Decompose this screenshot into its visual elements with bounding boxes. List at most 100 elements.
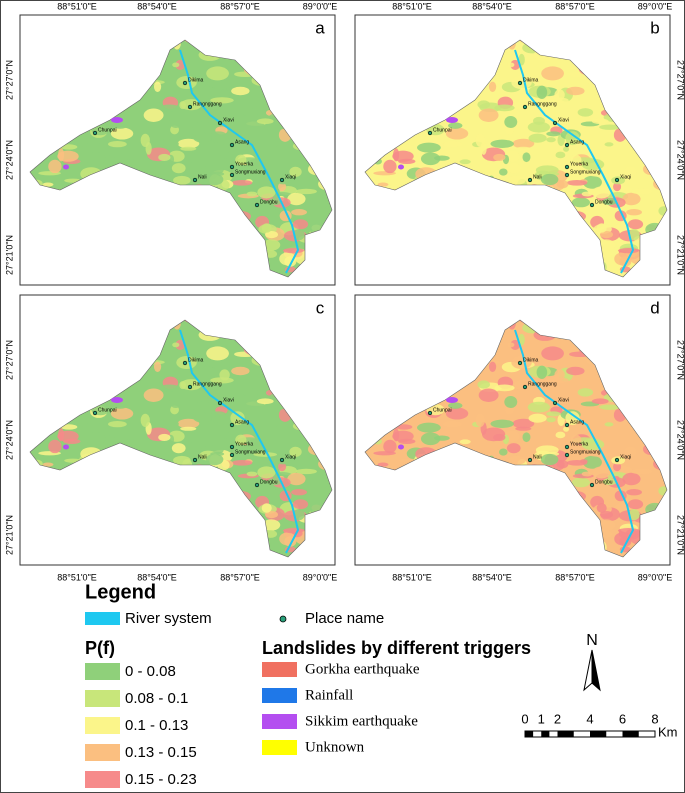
map-cell	[283, 247, 304, 254]
map-cell	[113, 122, 128, 129]
pf-swatch	[85, 744, 120, 761]
map-cell	[536, 85, 548, 99]
place-name: Rangnggang	[528, 381, 557, 387]
map-cell	[630, 188, 652, 195]
map-cell	[600, 510, 613, 519]
landslide	[63, 444, 69, 450]
map-cell	[265, 510, 278, 519]
panel-label: a	[315, 18, 325, 37]
place-name: Youerka	[235, 441, 253, 447]
map-cell	[153, 361, 162, 372]
map-cell	[143, 108, 164, 122]
map-cell	[159, 384, 180, 392]
place-marker	[254, 202, 260, 208]
place-name: Chunpai	[433, 127, 452, 133]
map-cell	[236, 477, 255, 488]
map-cell	[159, 104, 180, 112]
map-cell	[395, 424, 413, 430]
lat-label: 27°27'0"N	[676, 340, 685, 380]
place-name: Rangnggang	[528, 101, 557, 107]
map-cell	[164, 448, 173, 456]
map-cell	[172, 62, 180, 68]
place-name: Asang	[570, 139, 584, 145]
lon-label: 88°51'0"E	[57, 572, 97, 582]
map-cell	[85, 432, 106, 446]
map-cell	[192, 401, 216, 413]
map-cell	[264, 404, 286, 410]
map-cell	[494, 104, 515, 112]
map-cell	[604, 142, 614, 147]
map-cell	[278, 182, 287, 192]
place-marker	[614, 457, 620, 463]
map-cell	[477, 380, 490, 389]
map-cell	[291, 209, 307, 216]
place-marker	[229, 444, 235, 450]
map-cell	[187, 432, 196, 443]
map-cell	[177, 418, 200, 429]
place-name: Dongbu	[595, 479, 613, 485]
place-name: Xiaqi	[285, 454, 296, 460]
place-name: Songmuxiang	[235, 169, 266, 175]
map-cell	[242, 388, 259, 397]
map-cell	[577, 108, 594, 117]
map-cell	[42, 182, 54, 187]
place-name: Youerka	[570, 441, 588, 447]
lon-label: 88°54'0"E	[137, 1, 177, 11]
lon-label: 88°57'0"E	[220, 1, 260, 11]
map-cell	[177, 138, 200, 149]
map-cell	[565, 411, 580, 426]
lon-label: 88°57'0"E	[555, 572, 595, 582]
map-cell	[295, 468, 317, 475]
place-marker	[229, 142, 235, 148]
map-cell	[180, 99, 202, 111]
place-marker	[92, 410, 98, 416]
map-cell	[420, 432, 441, 446]
map-cell	[591, 398, 609, 405]
map-cell	[624, 166, 637, 178]
trigger-label: Sikkim earthquake	[305, 713, 418, 729]
pf-swatch	[85, 663, 120, 680]
map-cell	[545, 97, 569, 104]
map-cell	[570, 434, 582, 446]
place-marker	[192, 177, 198, 183]
map-cell	[257, 186, 276, 199]
panel-label: b	[650, 18, 659, 37]
lon-label: 89°0'0"E	[303, 572, 338, 582]
landslide	[111, 117, 123, 123]
map-cell	[602, 198, 617, 206]
map-cell	[257, 466, 276, 479]
place-marker	[92, 130, 98, 136]
place-name: Xiaqi	[620, 174, 631, 180]
place-name: Dongbu	[260, 479, 278, 485]
map-cell	[571, 197, 590, 208]
map-cell	[510, 339, 521, 350]
map-cell	[395, 144, 413, 150]
map-cell	[231, 86, 250, 96]
scale-segment	[557, 731, 574, 737]
map-cell	[577, 388, 594, 397]
lat-label: 27°21'0"N	[4, 515, 14, 555]
map-cell	[246, 191, 258, 197]
place-marker	[522, 384, 528, 390]
map-cell	[536, 365, 548, 379]
map-cell	[546, 417, 556, 423]
map-cell	[269, 142, 279, 147]
map-cell	[110, 127, 134, 140]
map-cell	[443, 420, 462, 428]
map-cell	[155, 139, 179, 148]
map-cell	[231, 459, 253, 466]
place-name: Nali	[533, 454, 542, 460]
map-cell	[494, 384, 515, 392]
map-cell	[231, 179, 253, 186]
map-cell	[113, 402, 128, 409]
pf-label: 0 - 0.08	[125, 663, 176, 680]
map-cell	[180, 146, 197, 151]
map-cell	[563, 146, 570, 152]
map-cell	[228, 426, 235, 432]
map-cell	[499, 168, 508, 176]
map-cell	[546, 137, 556, 143]
map-cell	[180, 426, 197, 431]
map-cell	[247, 455, 267, 469]
map-cell	[164, 168, 173, 176]
